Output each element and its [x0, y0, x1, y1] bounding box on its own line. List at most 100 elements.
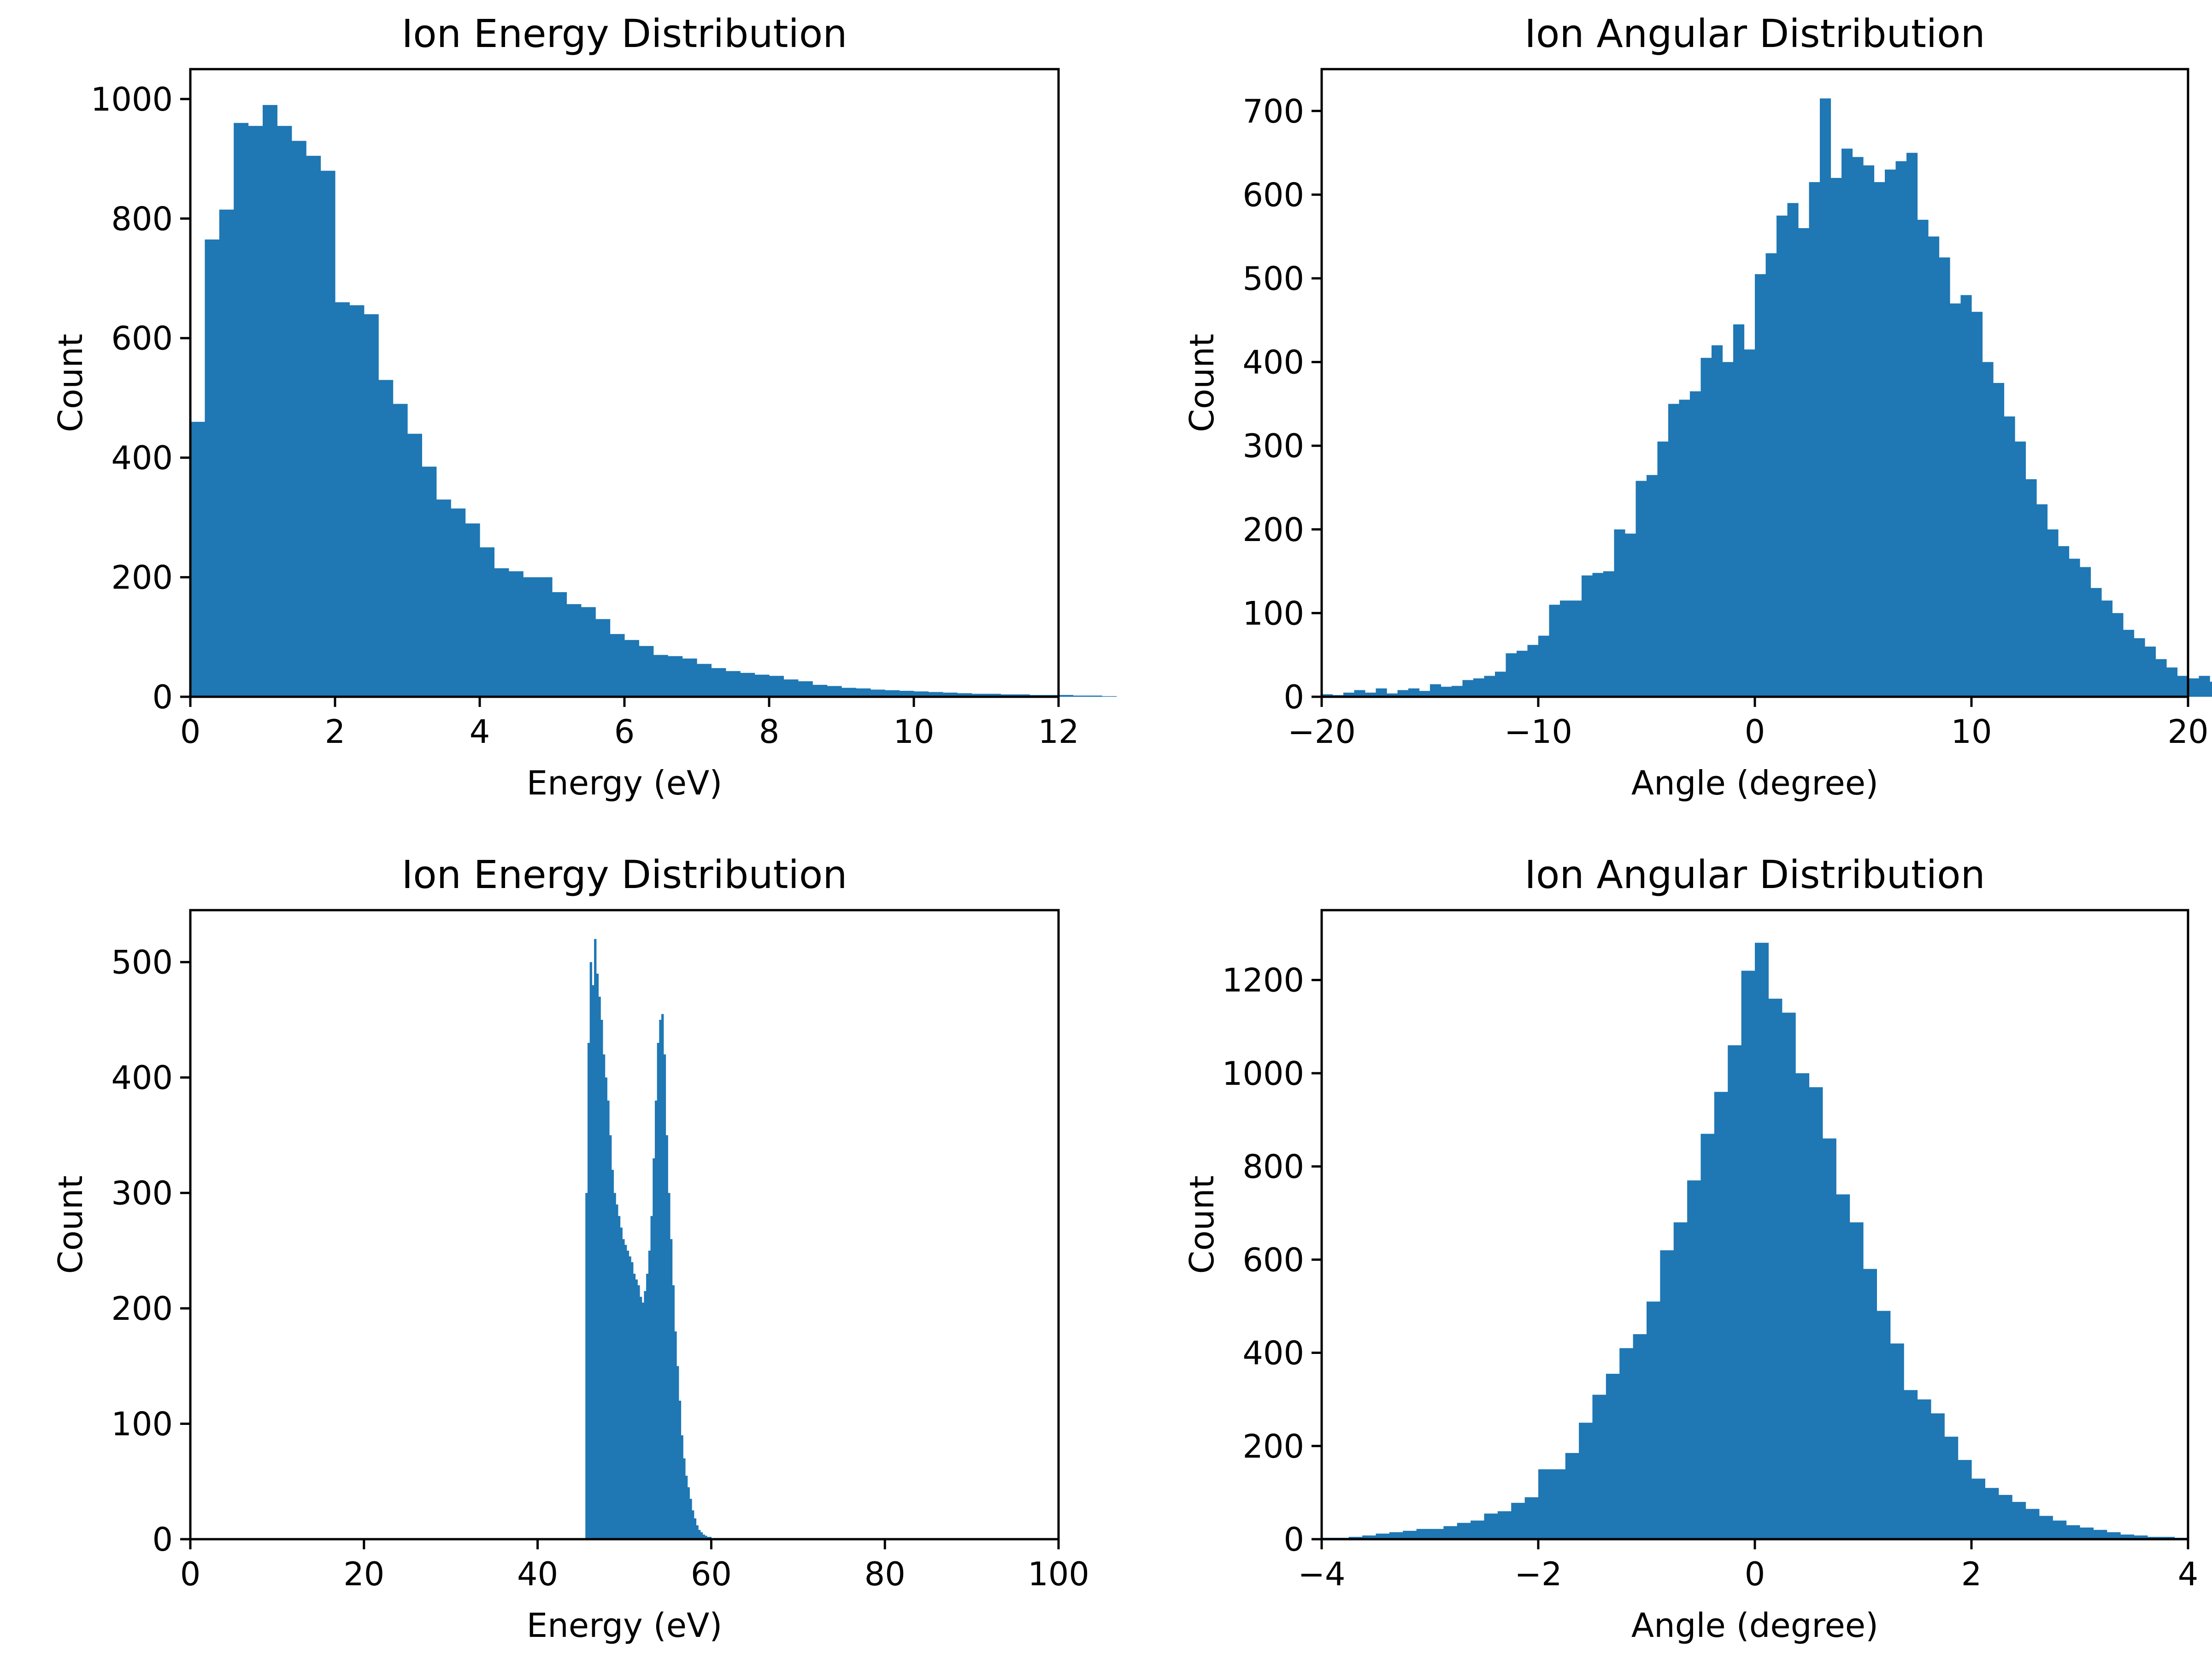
- histogram-bar: [1960, 295, 1972, 697]
- histogram-bar: [1348, 1536, 1363, 1539]
- histogram-bar: [687, 1487, 690, 1539]
- histogram-bar: [2069, 559, 2080, 697]
- histogram-bar: [1765, 253, 1777, 697]
- y-axis-ticks: 0 100 200 300 400 500 600 700: [1242, 93, 1322, 716]
- histogram-bar: [1836, 1194, 1850, 1539]
- x-axis-label: Angle (degree): [1631, 1606, 1878, 1645]
- histogram-bar: [1322, 694, 1333, 697]
- histogram-bar: [668, 1193, 671, 1539]
- histogram-bar: [1714, 1092, 1728, 1539]
- x-tick-label: 4: [2178, 1555, 2199, 1593]
- histogram-bar: [653, 1158, 655, 1539]
- histogram-bar: [1389, 1532, 1403, 1539]
- chart-title: Ion Energy Distribution: [402, 11, 847, 56]
- histogram-bar: [1700, 358, 1712, 697]
- chart-top-left: 0 2 4 6 8 10 12 0 200 400 600 800 1000 Ion Energy D…: [51, 11, 1117, 802]
- histogram-bar: [657, 1043, 659, 1539]
- histogram-bar: [1462, 680, 1474, 697]
- y-tick-label: 500: [1242, 260, 1304, 298]
- histogram-bar: [654, 1100, 658, 1539]
- histogram-bar: [683, 1458, 686, 1539]
- histogram-bar: [624, 1245, 627, 1539]
- histogram-bar: [702, 1534, 705, 1539]
- histogram-bar: [451, 508, 466, 697]
- x-tick-label: 40: [517, 1555, 558, 1593]
- histogram-bar: [928, 692, 943, 697]
- histogram-bar: [1809, 1087, 1823, 1539]
- histogram-bar: [1633, 1334, 1647, 1539]
- histogram-bar: [626, 1250, 629, 1539]
- histogram-bar: [957, 693, 972, 697]
- histogram-bar: [629, 1256, 631, 1539]
- histogram-bar: [1073, 695, 1088, 697]
- y-tick-label: 400: [111, 439, 173, 477]
- histogram-bar: [596, 973, 599, 1539]
- histogram-bars: [190, 105, 1117, 697]
- histogram-bar: [2039, 1516, 2053, 1539]
- histogram-bar: [1635, 481, 1647, 697]
- histogram-bar: [598, 996, 601, 1539]
- histogram-bar: [1852, 157, 1864, 697]
- histogram-bar: [1387, 693, 1398, 697]
- histogram-bar: [2053, 1520, 2067, 1539]
- histogram-bar: [1376, 688, 1387, 697]
- histogram-bar: [537, 577, 553, 697]
- histogram-bar: [2155, 659, 2167, 697]
- histogram-bar: [1863, 165, 1875, 697]
- histogram-bar: [841, 688, 856, 697]
- x-tick-label: 12: [1038, 713, 1079, 751]
- histogram-bar: [1906, 153, 1918, 697]
- histogram-bar: [1822, 1138, 1836, 1539]
- histogram-bar: [870, 689, 885, 697]
- histogram-bar: [1592, 573, 1604, 697]
- histogram-bar: [1777, 215, 1788, 697]
- histogram-bar: [624, 640, 639, 697]
- histogram-bar: [754, 675, 770, 697]
- histogram-bar: [1059, 695, 1073, 697]
- histogram-bar: [393, 404, 408, 697]
- x-tick-label: −4: [1298, 1555, 1345, 1593]
- y-tick-label: 0: [1283, 678, 1304, 716]
- y-tick-label: 600: [111, 320, 173, 358]
- histogram-bar: [190, 422, 205, 697]
- histogram-bar: [480, 547, 494, 697]
- histogram-bar: [1511, 1503, 1525, 1539]
- histogram-bar: [600, 1019, 603, 1539]
- histogram-bar: [422, 466, 437, 697]
- histogram-bar: [1820, 98, 1831, 697]
- x-tick-label: 0: [1745, 1555, 1765, 1593]
- histogram-bar: [592, 985, 594, 1539]
- histogram-bar: [1441, 687, 1452, 697]
- histogram-bar: [2012, 1502, 2026, 1539]
- histogram-bar: [1484, 676, 1495, 697]
- histogram-bar: [1755, 274, 1766, 697]
- histogram-bar: [1430, 1529, 1444, 1539]
- histogram-bar: [2123, 629, 2135, 697]
- histogram-bar: [609, 1135, 612, 1539]
- histogram-bar: [639, 1297, 642, 1539]
- histogram-bar: [2004, 416, 2015, 697]
- histogram-bar: [2120, 1534, 2135, 1539]
- histogram-bar: [2199, 676, 2210, 697]
- histogram-bar: [1668, 404, 1680, 697]
- histogram-bar: [678, 1400, 682, 1539]
- histogram-bar: [1102, 696, 1117, 697]
- histogram-bar: [812, 685, 828, 697]
- histogram-bar: [2177, 676, 2188, 697]
- histogram-bar: [639, 646, 654, 697]
- x-tick-label: 8: [759, 713, 780, 751]
- histogram-bar: [1863, 1269, 1877, 1539]
- plot-frame: [189, 909, 1060, 1541]
- histogram-bar: [1728, 1045, 1742, 1539]
- histogram-bar: [706, 1536, 710, 1539]
- histogram-bar: [1971, 312, 1983, 697]
- histogram-bar: [1690, 391, 1701, 697]
- histogram-bar: [1362, 1535, 1377, 1539]
- y-tick-label: 200: [1242, 511, 1304, 549]
- histogram-bar: [566, 604, 582, 697]
- histogram-bar: [1744, 349, 1755, 697]
- histogram-bar: [769, 676, 784, 697]
- histogram-bar: [407, 434, 422, 697]
- histogram-bar: [436, 499, 451, 697]
